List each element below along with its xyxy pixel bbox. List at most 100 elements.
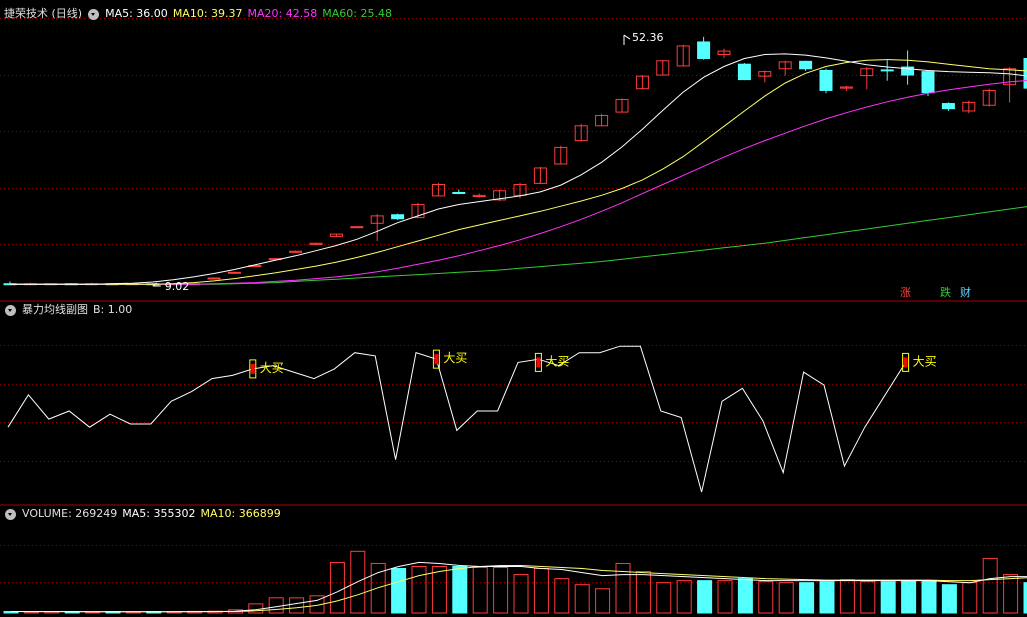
volume-bar [676, 580, 692, 614]
candle-body [289, 250, 303, 253]
indicator-b-value: B: 1.00 [93, 303, 133, 316]
chevron-down-icon[interactable] [5, 508, 16, 520]
volume-ma10-label: MA10: 366899 [200, 507, 281, 520]
ma20-label: MA20: 42.58 [247, 7, 318, 20]
candle-body [697, 41, 711, 59]
signal-box [902, 352, 910, 372]
volume-bar [860, 581, 876, 614]
candle-body [472, 194, 486, 197]
volume-bar [452, 565, 468, 614]
signal-label: 大买 [260, 361, 284, 375]
volume-bar [615, 562, 631, 614]
candle-body [493, 190, 507, 201]
volume-bar [329, 561, 345, 614]
candle-body [819, 69, 833, 91]
signal-marker [903, 357, 908, 368]
grid-lines [0, 18, 1027, 583]
candle-body [574, 125, 588, 142]
volume-bar [880, 581, 896, 614]
candle-body [370, 215, 384, 224]
candle-body [635, 75, 649, 90]
volume-bar [1003, 574, 1019, 614]
ma60-label: MA60: 25.48 [322, 7, 392, 20]
candle-body [329, 233, 343, 237]
candle-body [717, 50, 731, 56]
volume-bar [431, 565, 447, 614]
indicator-line [7, 345, 907, 493]
volume-bar [901, 580, 917, 614]
volume-bar [3, 610, 19, 614]
flag-down[interactable]: 跌 [940, 286, 951, 299]
candle-body [901, 66, 915, 76]
volume-bar [778, 582, 794, 614]
volume-bar [1023, 582, 1027, 614]
signal-box [534, 352, 542, 372]
candle-body [839, 86, 853, 89]
candle-body [554, 146, 568, 165]
signal-label: 大买 [443, 351, 467, 365]
candle-body [391, 214, 405, 220]
candle-body [921, 71, 935, 94]
volume-bar [697, 580, 713, 614]
volume-bar [472, 567, 488, 614]
low-label: 9.02 [165, 280, 190, 293]
volume-bar [839, 579, 855, 614]
volume-bar [758, 581, 774, 614]
candle-body [962, 101, 976, 112]
price-header: 捷荣技术 (日线) MA5: 36.00 MA10: 39.37 MA20: 4… [4, 6, 392, 22]
volume-bar [248, 603, 264, 614]
candle-body [533, 167, 547, 184]
volume-bar [656, 582, 672, 614]
candle-body [207, 277, 221, 280]
candle-body [452, 191, 466, 194]
volume-bar [595, 588, 611, 614]
indicator-title[interactable]: 暴力均线副图 [22, 303, 88, 316]
candle-body [737, 63, 751, 81]
signal-marker [434, 354, 439, 365]
ma5-label: MA5: 36.00 [105, 7, 168, 20]
signal-label: 大买 [913, 354, 937, 368]
ma5-line [10, 53, 1027, 285]
volume-bar [921, 580, 937, 614]
ma10-label: MA10: 39.37 [172, 7, 243, 20]
volume-bar [350, 550, 366, 614]
volume-bar [513, 574, 529, 614]
volume-bar [941, 584, 957, 614]
flag-up[interactable]: 涨 [900, 286, 911, 299]
candle-body [513, 184, 527, 196]
volume-bar [635, 571, 651, 614]
volume-bar [962, 582, 978, 614]
candle-body [799, 60, 813, 70]
volume-bar [268, 597, 284, 614]
signal-box [249, 359, 257, 379]
indicator-header: 暴力均线副图 B: 1.00 [4, 302, 132, 318]
volume-bar [370, 562, 386, 614]
volume-bar [493, 567, 509, 614]
stock-title[interactable]: 捷荣技术 (日线) [4, 7, 83, 20]
volume-bar [411, 565, 427, 614]
candle-body [676, 45, 690, 67]
candle-body [350, 226, 364, 229]
candle-body [982, 89, 996, 106]
volume-bar [982, 557, 998, 614]
volume-bar [737, 578, 753, 614]
candle-body [411, 203, 425, 219]
volume-bar [574, 584, 590, 614]
volume-panel [3, 550, 1027, 614]
candle-body [1023, 57, 1027, 89]
flag-finance[interactable]: 财 [960, 286, 971, 299]
high-label: 52.36 [632, 31, 664, 44]
volume-bar [533, 568, 549, 614]
chevron-down-icon[interactable] [5, 304, 16, 316]
candle-body [778, 61, 792, 70]
volume-bar [717, 580, 733, 614]
high-marker [623, 34, 631, 40]
candle-body [1003, 68, 1017, 86]
candle-body [227, 271, 241, 274]
chevron-down-icon[interactable] [88, 8, 100, 20]
signal-box [432, 349, 440, 369]
volume-bar [819, 581, 835, 614]
volume-label[interactable]: VOLUME: 269249 [22, 507, 118, 520]
candle-body [431, 184, 445, 197]
